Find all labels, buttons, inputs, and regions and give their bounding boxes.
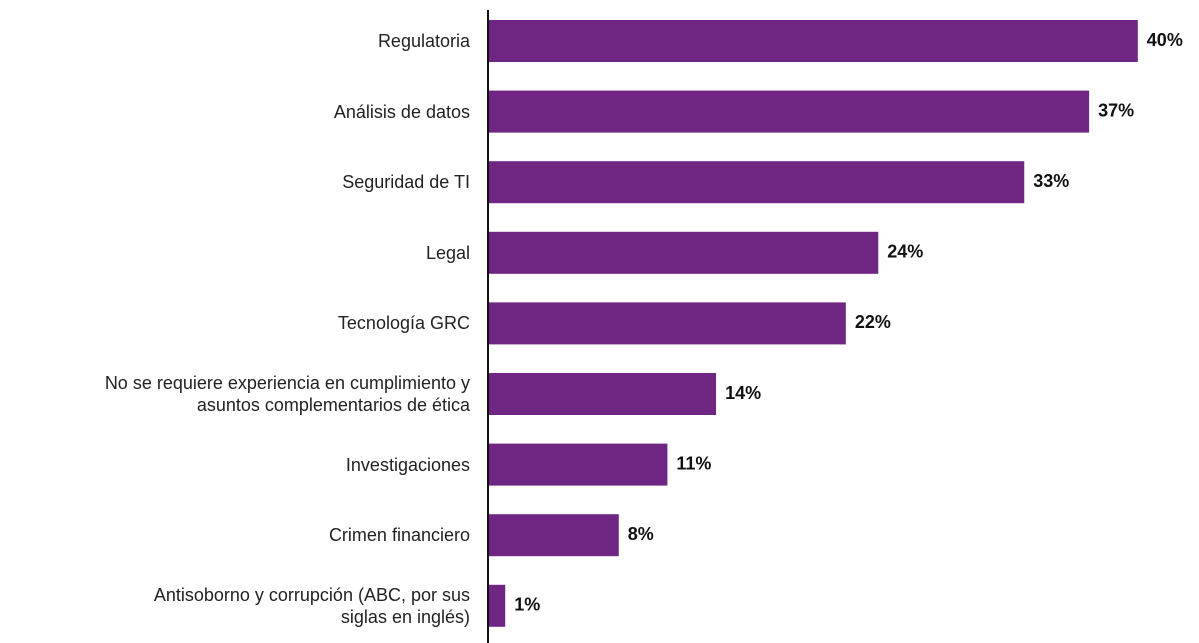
data-label: 40% — [1147, 30, 1183, 50]
category-label: No se requiere experiencia en cumplimien… — [104, 373, 470, 415]
bar — [489, 231, 879, 274]
data-label: 1% — [514, 595, 540, 615]
data-label: 22% — [855, 312, 891, 332]
bar — [489, 90, 1090, 133]
data-label: 11% — [676, 453, 711, 473]
data-label: 14% — [725, 383, 761, 403]
category-label: Antisoborno y corrupción (ABC, por sus s… — [153, 584, 470, 627]
bar — [489, 302, 846, 345]
category-label: Regulatoria — [377, 31, 470, 51]
category-label: Análisis de datos — [333, 101, 470, 122]
data-label: 33% — [1033, 171, 1069, 191]
bar — [489, 373, 717, 415]
data-label: 24% — [887, 242, 923, 262]
bar — [489, 20, 1138, 62]
bar — [489, 161, 1025, 204]
bar — [489, 514, 619, 557]
category-label: Tecnología GRC — [337, 313, 470, 334]
category-label: Seguridad de TI — [342, 172, 470, 193]
data-label: 8% — [628, 524, 654, 544]
category-label: Legal — [425, 242, 470, 263]
data-label: 37% — [1098, 100, 1134, 120]
category-label: Crimen financiero — [328, 525, 470, 546]
bar — [489, 584, 506, 627]
category-label: Investigaciones — [345, 454, 470, 475]
bar — [489, 443, 668, 486]
